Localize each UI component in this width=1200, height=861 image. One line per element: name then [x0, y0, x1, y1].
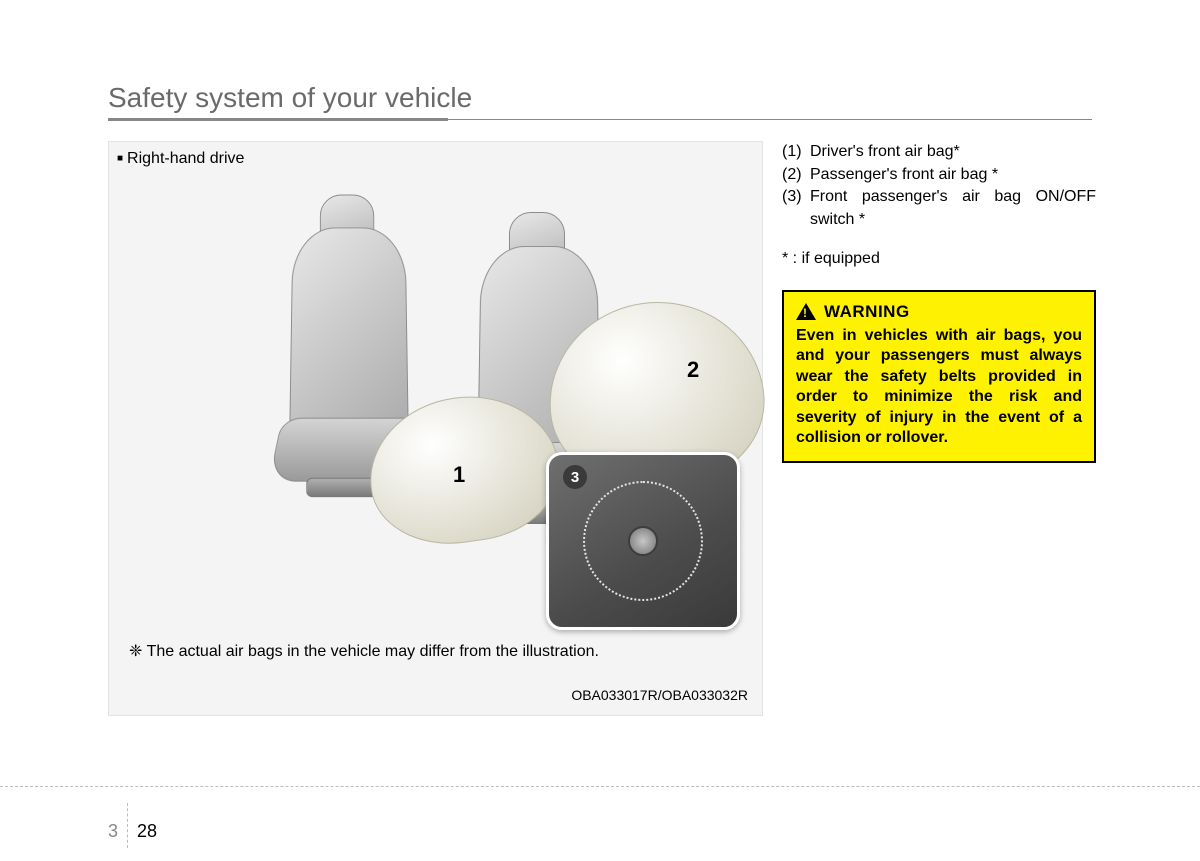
page-number: 3 28: [108, 803, 157, 848]
figure-box: ■Right-hand drive 1 2 3 ❈ The actual air…: [108, 141, 763, 716]
warning-title: WARNING: [824, 302, 910, 322]
legend-list: (1) Driver's front air bag* (2) Passenge…: [782, 141, 1096, 232]
warning-box: WARNING Even in vehicles with air bags, …: [782, 290, 1096, 463]
legend-text: Passenger's front air bag *: [810, 164, 1096, 187]
callout-2: 2: [687, 357, 699, 383]
switch-keyhole: [628, 526, 658, 556]
legend-item: (1) Driver's front air bag*: [782, 141, 1096, 164]
warning-header: WARNING: [796, 302, 1082, 322]
legend-footnote: * : if equipped: [782, 250, 1096, 268]
legend-num: (3): [782, 186, 810, 231]
legend-item: (3) Front passenger's air bag ON/OFF swi…: [782, 186, 1096, 231]
page-in-chapter: 28: [137, 821, 157, 841]
page-footer: 3 28: [0, 786, 1200, 846]
legend-item: (2) Passenger's front air bag *: [782, 164, 1096, 187]
right-column: (1) Driver's front air bag* (2) Passenge…: [782, 141, 1096, 463]
figure-code: OBA033017R/OBA033032R: [571, 687, 748, 703]
figure-caption-text: Right-hand drive: [127, 150, 244, 167]
warning-body: Even in vehicles with air bags, you and …: [796, 326, 1082, 449]
figure-caption: ■Right-hand drive: [117, 150, 244, 168]
title-rule: [108, 118, 1092, 128]
legend-text: Driver's front air bag*: [810, 141, 1096, 164]
legend-num: (2): [782, 164, 810, 187]
chapter-number: 3: [108, 821, 118, 841]
page-header: Safety system of your vehicle: [108, 82, 1092, 128]
warning-icon: [796, 303, 816, 320]
airbag-switch-inset: 3: [546, 452, 740, 630]
legend-num: (1): [782, 141, 810, 164]
callout-1: 1: [453, 462, 465, 488]
callout-3: 3: [563, 465, 587, 489]
legend-text: Front passenger's air bag ON/OFF switch …: [810, 186, 1096, 231]
figure-disclaimer: ❈ The actual air bags in the vehicle may…: [129, 641, 599, 661]
page-title: Safety system of your vehicle: [108, 82, 1092, 118]
